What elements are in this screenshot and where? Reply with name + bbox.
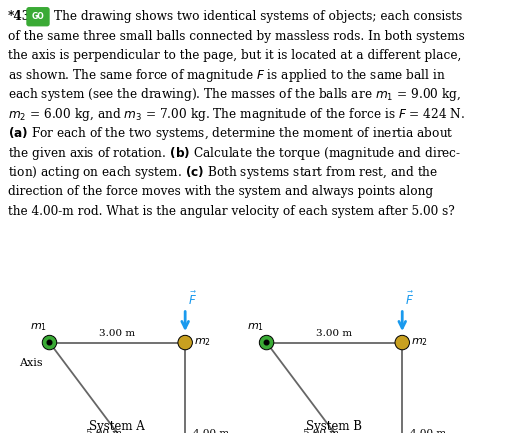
Text: $m_2$: $m_2$	[411, 336, 427, 348]
Text: System A: System A	[89, 420, 145, 433]
Circle shape	[178, 335, 192, 350]
Text: $\vec{F}$: $\vec{F}$	[188, 291, 197, 308]
Text: 4.00 m: 4.00 m	[410, 429, 445, 433]
Text: 4.00 m: 4.00 m	[193, 429, 229, 433]
Text: Axis: Axis	[19, 359, 42, 368]
Text: tion) acting on each system. $\mathbf{(c)}$ Both systems start from rest, and th: tion) acting on each system. $\mathbf{(c…	[8, 164, 437, 181]
Circle shape	[47, 340, 52, 345]
Text: 3.00 m: 3.00 m	[316, 329, 352, 338]
Circle shape	[264, 340, 268, 345]
Text: direction of the force moves with the system and always points along: direction of the force moves with the sy…	[8, 185, 432, 198]
Text: as shown. The same force of magnitude $F$ is applied to the same ball in: as shown. The same force of magnitude $F…	[8, 67, 445, 84]
Text: $m_1$: $m_1$	[247, 321, 264, 333]
Text: 3.00 m: 3.00 m	[99, 329, 135, 338]
Circle shape	[42, 335, 57, 350]
Text: $m_1$: $m_1$	[30, 321, 47, 333]
Text: $\vec{F}$: $\vec{F}$	[405, 291, 414, 308]
Text: of the same three small balls connected by massless rods. In both systems: of the same three small balls connected …	[8, 30, 464, 43]
Text: each system (see the drawing). The masses of the balls are $m_1$ = 9.00 kg,: each system (see the drawing). The masse…	[8, 86, 460, 103]
Text: 5.00 m: 5.00 m	[85, 429, 122, 433]
Text: $\mathbf{(a)}$ For each of the two systems, determine the moment of inertia abou: $\mathbf{(a)}$ For each of the two syste…	[8, 125, 452, 142]
Text: System B: System B	[306, 420, 362, 433]
Text: 5.00 m: 5.00 m	[302, 429, 338, 433]
Text: The drawing shows two identical systems of objects; each consists: The drawing shows two identical systems …	[54, 10, 462, 23]
FancyBboxPatch shape	[27, 8, 49, 26]
Text: the 4.00-m rod. What is the angular velocity of each system after 5.00 s?: the 4.00-m rod. What is the angular velo…	[8, 205, 454, 218]
Text: $m_2$: $m_2$	[194, 336, 211, 348]
Circle shape	[259, 335, 273, 350]
Text: *43.: *43.	[8, 10, 35, 23]
Circle shape	[394, 335, 409, 350]
Text: GO: GO	[31, 12, 44, 21]
Text: $m_2$ = 6.00 kg, and $m_3$ = 7.00 kg. The magnitude of the force is $F$ = 424 N.: $m_2$ = 6.00 kg, and $m_3$ = 7.00 kg. Th…	[8, 106, 465, 123]
Text: the given axis of rotation. $\mathbf{(b)}$ Calculate the torque (magnitude and d: the given axis of rotation. $\mathbf{(b)…	[8, 145, 461, 162]
Text: the axis is perpendicular to the page, but it is located at a different place,: the axis is perpendicular to the page, b…	[8, 49, 461, 62]
